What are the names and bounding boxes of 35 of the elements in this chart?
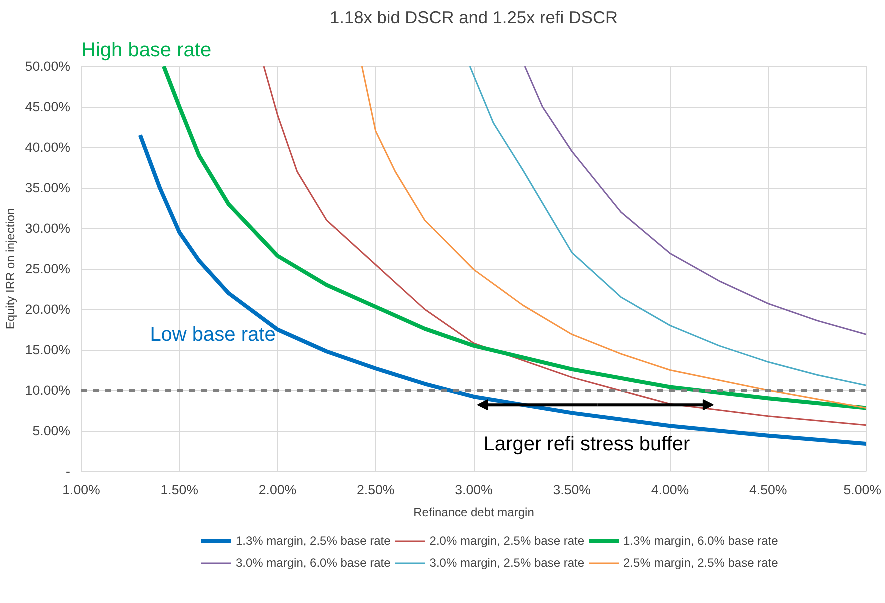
y-tick-label: 10.00%: [25, 383, 71, 398]
line-series: [469, 66, 866, 386]
x-tick-label: 2.50%: [356, 482, 395, 498]
legend-label: 2.0% margin, 2.5% base rate: [430, 534, 585, 548]
legend-label: 1.3% margin, 2.5% base rate: [236, 534, 391, 548]
y-tick-label: 30.00%: [25, 221, 71, 236]
x-tick-label: 1.00%: [62, 482, 101, 498]
x-tick-label: 4.50%: [749, 482, 788, 498]
y-tick-label: 15.00%: [25, 342, 71, 358]
legend-label: 1.3% margin, 6.0% base rate: [624, 534, 778, 548]
line-series: [524, 66, 866, 336]
y-tick-label: 45.00%: [25, 100, 71, 114]
line-series: [361, 66, 866, 410]
x-tick-label: 2.00%: [258, 482, 297, 498]
y-axis-title: Equity IRR on injection: [3, 208, 18, 330]
y-tick-label: 25.00%: [25, 262, 71, 276]
y-tick-label: 40.00%: [25, 140, 71, 155]
y-tick-label: -: [66, 464, 71, 479]
y-tick-label: 20.00%: [25, 302, 71, 317]
x-tick-label: 4.00%: [651, 482, 690, 498]
y-tick-label: 35.00%: [25, 180, 71, 196]
legend-label: 2.5% margin, 2.5% base rate: [624, 556, 778, 570]
x-axis-title: Refinance debt margin: [414, 506, 534, 520]
x-tick-label: 3.50%: [553, 482, 592, 498]
x-tick-label: 5.00%: [844, 482, 882, 498]
y-tick-label: 50.00%: [25, 59, 71, 74]
legend-label: 3.0% margin, 2.5% base rate: [430, 556, 585, 570]
annotation: Larger refi stress buffer: [484, 433, 691, 456]
chart-title: 1.18x bid DSCR and 1.25x refi DSCR: [330, 8, 618, 28]
annotation: Low base rate: [150, 324, 276, 346]
text: High base rate: [82, 40, 212, 62]
x-tick-label: 1.50%: [160, 482, 199, 498]
legend-label: 3.0% margin, 6.0% base rate: [236, 556, 391, 570]
y-tick-label: 5.00%: [32, 424, 71, 438]
x-tick-label: 3.00%: [455, 482, 494, 498]
